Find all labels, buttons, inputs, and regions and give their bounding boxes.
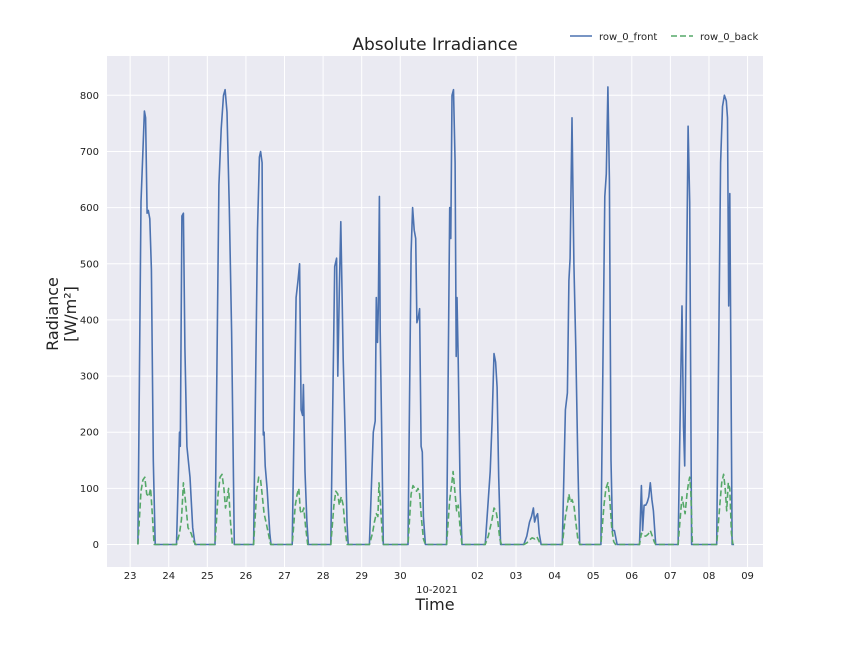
- y-axis-title: Radiance [W/m²]: [43, 277, 80, 351]
- x-tick-label: 24: [162, 571, 175, 582]
- y-tick-label: 200: [80, 428, 99, 439]
- legend-label-back: row_0_back: [700, 32, 759, 43]
- y-tick-label: 400: [80, 315, 99, 326]
- plot-background: [107, 56, 763, 567]
- y-tick-label: 0: [93, 540, 99, 551]
- x-tick-label: 03: [510, 571, 523, 582]
- x-tick-label: 30: [394, 571, 407, 582]
- series-lines: [137, 86, 735, 546]
- x-tick-label: 27: [278, 571, 291, 582]
- y-tick-label: 500: [80, 259, 99, 270]
- legend: row_0_front row_0_back: [570, 32, 759, 43]
- x-axis-title: Time: [414, 595, 454, 614]
- x-tick-label: 02: [471, 571, 484, 582]
- x-tick-label: 26: [240, 571, 253, 582]
- series-line-row-0-front: [137, 86, 735, 546]
- x-tick-label: 08: [703, 571, 716, 582]
- x-tick-label: 23: [124, 571, 137, 582]
- y-tick-label: 600: [80, 203, 99, 214]
- x-tick-label: 06: [625, 571, 638, 582]
- x-tick-label: 07: [664, 571, 677, 582]
- series-line-row-0-back: [137, 470, 734, 546]
- x-tick-label: 05: [587, 571, 600, 582]
- chart-title: Absolute Irradiance: [352, 35, 517, 55]
- y-tick-label: 700: [80, 147, 99, 158]
- y-tick-label: 100: [80, 484, 99, 495]
- y-tick-label: 300: [80, 372, 99, 383]
- x-tick-label: 04: [548, 571, 561, 582]
- y-axis-title-line2: [W/m²]: [61, 286, 80, 342]
- x-tick-labels: 23 24 25 26 27 28 29 30 02 03 04 05 06 07 08 09: [124, 571, 754, 582]
- x-tick-label: 28: [317, 571, 330, 582]
- grid: [107, 56, 763, 567]
- y-tick-labels: 0 100 200 300 400 500 600 700 800: [80, 91, 99, 551]
- x-tick-label: 29: [355, 571, 368, 582]
- x-tick-label: 25: [201, 571, 214, 582]
- legend-label-front: row_0_front: [599, 32, 657, 43]
- y-tick-label: 800: [80, 91, 99, 102]
- x-offset-label: 10-2021: [416, 585, 458, 596]
- y-axis-title-line1: Radiance: [43, 277, 62, 351]
- x-tick-label: 09: [741, 571, 754, 582]
